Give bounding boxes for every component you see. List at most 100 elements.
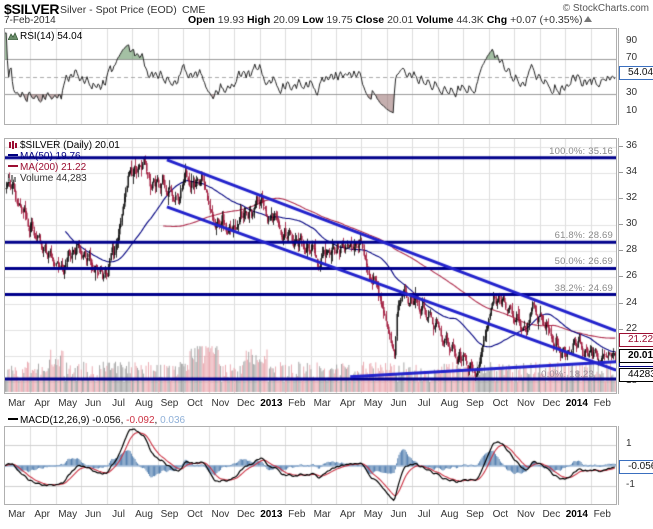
symbol-description: Silver - Spot Price (EOD) bbox=[60, 4, 177, 16]
rsi-axis-tick: 30 bbox=[626, 87, 638, 99]
x-axis-month-label: May bbox=[58, 509, 78, 520]
x-axis-month-label: Jul bbox=[417, 398, 431, 409]
x-axis-month-label: Apr bbox=[339, 509, 356, 520]
ma50-line-swatch-icon bbox=[8, 154, 18, 156]
x-axis-month-label: Aug bbox=[135, 509, 153, 520]
macd-y-axis: 1 -1 bbox=[618, 426, 653, 505]
high-value: 20.09 bbox=[273, 14, 300, 26]
price-legend: $SILVER (Daily) 20.01 MA(50) 19.76 MA(20… bbox=[8, 140, 120, 184]
x-axis-month-label: May bbox=[363, 509, 383, 520]
open-label: Open bbox=[188, 14, 215, 26]
x-axis-month-label: Feb bbox=[288, 398, 306, 409]
x-axis-month-label: Dec bbox=[542, 509, 561, 520]
exchange-label: CME bbox=[182, 4, 206, 16]
x-axis-month-label: Aug bbox=[440, 398, 459, 409]
x-axis-month-label: Mar bbox=[8, 398, 26, 409]
low-label: Low bbox=[302, 14, 324, 26]
price-axis-spine bbox=[618, 138, 619, 394]
rsi-legend: RSI(14) 54.04 bbox=[7, 31, 83, 42]
volume-legend-row: Volume 44,283 bbox=[8, 173, 120, 184]
close-label: Close bbox=[355, 14, 385, 26]
macd-panel: MACD(12,26,9) -0.056, -0.092, 0.036 bbox=[4, 415, 617, 505]
x-axis-month-label: Sep bbox=[160, 509, 179, 520]
macd-line-swatch-icon bbox=[8, 418, 18, 420]
rsi-axis-spine bbox=[618, 28, 619, 125]
macd-histogram-value: 0.036 bbox=[160, 415, 186, 426]
price-axis-tick-mark bbox=[618, 145, 623, 147]
x-axis-month-label: Aug bbox=[440, 509, 459, 520]
x-axis-month-label: Jun bbox=[390, 509, 407, 520]
x-axis-month-label: Feb bbox=[593, 398, 611, 409]
price-axis-tick-mark bbox=[618, 328, 623, 330]
rsi-panel: RSI(14) 54.04 bbox=[4, 28, 617, 125]
x-axis-month-label: 2014 bbox=[565, 509, 588, 520]
price-panel: $SILVER (Daily) 20.01 MA(50) 19.76 MA(20… bbox=[4, 138, 617, 394]
x-axis-month-label: Sep bbox=[466, 398, 484, 409]
x-axis-month-label: Apr bbox=[34, 398, 50, 409]
x-axis-month-label: Jul bbox=[112, 398, 125, 409]
ma200-value-flag: 21.22 bbox=[619, 332, 653, 347]
x-axis-month-label: Nov bbox=[211, 398, 230, 409]
fib-label-0: 0.0%: 18.23 bbox=[541, 368, 594, 380]
x-axis-month-label: Oct bbox=[492, 509, 509, 520]
price-legend-title-row: $SILVER (Daily) 20.01 bbox=[8, 140, 120, 151]
price-axis-tick: 22 bbox=[626, 322, 638, 334]
rsi-axis-tick: 10 bbox=[626, 104, 638, 116]
volume-legend-text: Volume 44,283 bbox=[20, 173, 87, 184]
macd-axis-tick: -1 bbox=[626, 478, 635, 490]
x-axis-month-label: Mar bbox=[8, 509, 26, 520]
candlestick-icon bbox=[8, 141, 18, 149]
rsi-legend-text: RSI(14) 54.04 bbox=[20, 31, 83, 42]
x-axis-month-label: Dec bbox=[236, 509, 255, 520]
x-axis-month-label: Sep bbox=[160, 398, 179, 409]
x-axis-month-label: May bbox=[363, 398, 383, 409]
macd-axis-tick: 1 bbox=[626, 438, 632, 450]
price-legend-title: $SILVER (Daily) 20.01 bbox=[20, 140, 120, 151]
quote-date: 7-Feb-2014 bbox=[4, 15, 56, 26]
up-triangle-icon bbox=[584, 16, 593, 22]
x-axis-month-label: Oct bbox=[187, 398, 203, 409]
close-value: 20.01 bbox=[387, 14, 414, 26]
x-axis-month-label: 2014 bbox=[565, 398, 588, 409]
low-value: 19.75 bbox=[326, 14, 353, 26]
macd-legend-name: MACD(12,26,9) bbox=[20, 415, 90, 426]
price-axis-tick: 30 bbox=[626, 218, 638, 230]
x-axis-month-label: Nov bbox=[516, 398, 535, 409]
price-axis-tick: 26 bbox=[626, 270, 638, 282]
x-axis-month-label: Oct bbox=[187, 509, 203, 520]
x-axis-month-label: Jun bbox=[85, 509, 102, 520]
ma200-legend-text: MA(200) 21.22 bbox=[20, 162, 87, 173]
symbol-ticker: $SILVER bbox=[4, 1, 60, 17]
price-axis-tick: 32 bbox=[626, 192, 638, 204]
ma200-line-swatch-icon bbox=[8, 165, 18, 167]
x-axis-month-label: Nov bbox=[211, 509, 230, 520]
price-axis-tick-mark bbox=[618, 198, 623, 200]
close-value-flag: 20.01 bbox=[619, 348, 653, 363]
price-axis-tick-mark bbox=[618, 276, 623, 278]
x-axis-month-label: Jul bbox=[112, 509, 125, 520]
x-axis-month-label: Apr bbox=[339, 398, 356, 409]
price-axis-tick-mark bbox=[618, 171, 623, 173]
x-axis-month-label: Oct bbox=[492, 398, 509, 409]
rsi-axis-tick: 90 bbox=[626, 34, 638, 46]
mountain-chart-icon bbox=[7, 32, 19, 41]
price-axis-tick: 34 bbox=[626, 165, 638, 177]
rsi-y-axis: 90 70 30 10 bbox=[618, 28, 653, 125]
macd-legend: MACD(12,26,9) -0.056, -0.092, 0.036 bbox=[8, 415, 185, 426]
x-axis-month-label: 2013 bbox=[260, 509, 283, 520]
ohlc-quote-bar: Open 19.93 High 20.09 Low 19.75 Close 20… bbox=[188, 14, 593, 26]
change-value: +0.07 (+0.35%) bbox=[510, 14, 583, 26]
x-axis-lower: Mar Apr May Jun Jul Aug Sep Oct Nov Dec 2013 Feb Mar… bbox=[4, 506, 617, 524]
chart-header: $SILVER Silver - Spot Price (EOD) CME 7-… bbox=[0, 0, 653, 26]
open-value: 19.93 bbox=[217, 14, 245, 26]
volume-value: 44.3K bbox=[456, 14, 484, 26]
fib-label-100: 100.0%: 35.16 bbox=[549, 145, 613, 157]
price-axis-tick: 36 bbox=[626, 139, 638, 151]
volume-value-flag: 44283 bbox=[619, 367, 653, 382]
price-axis-tick-mark bbox=[618, 302, 623, 304]
x-axis-month-label: May bbox=[58, 398, 78, 409]
volume-label: Volume bbox=[416, 14, 454, 26]
price-axis-tick-mark bbox=[618, 224, 623, 226]
x-axis-month-label: Aug bbox=[135, 398, 153, 409]
